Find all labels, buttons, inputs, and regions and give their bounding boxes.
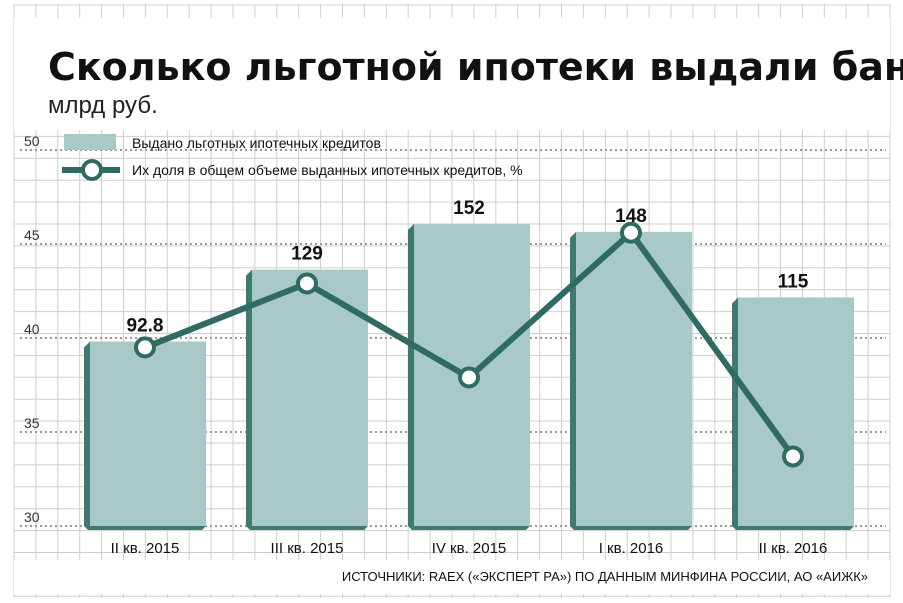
legend-line-marker <box>81 159 103 181</box>
y-tick-label: 30 <box>24 509 40 525</box>
bar-base <box>570 526 692 530</box>
source-note: ИСТОЧНИКИ: RAEX («ЭКСПЕРТ РА») ПО ДАННЫМ… <box>342 569 868 584</box>
y-tick-label: 35 <box>24 415 40 431</box>
legend-bar-swatch <box>64 134 116 150</box>
x-category-label: I кв. 2016 <box>599 540 664 557</box>
share-point <box>620 221 642 244</box>
x-category-label: II кв. 2015 <box>111 540 180 557</box>
bar <box>90 341 206 526</box>
legend-bars-label: Выдано льготных ипотечных кредитов <box>132 135 381 151</box>
bar-value-label: 92.8 <box>127 316 164 337</box>
bar-value-label: 129 <box>291 244 323 265</box>
footer-panel <box>14 560 890 594</box>
y-tick-label: 45 <box>24 227 40 243</box>
bar-value-label: 152 <box>453 198 485 219</box>
y-tick-label: 40 <box>24 321 40 337</box>
bar-side <box>408 223 414 526</box>
bar-side <box>570 231 576 526</box>
share-point <box>458 366 480 389</box>
bar <box>738 297 854 526</box>
legend: Выдано льготных ипотечных кредитов Их до… <box>62 134 523 181</box>
bar-value-label: 148 <box>615 206 647 227</box>
bar-base <box>408 526 530 530</box>
bar-base <box>246 526 368 530</box>
chart-title: Сколько льготной ипотеки выдали банки <box>48 45 903 89</box>
bar <box>252 269 368 526</box>
x-category-label: II кв. 2016 <box>759 540 828 557</box>
share-point <box>134 336 156 359</box>
bar-side <box>246 269 252 526</box>
bar-value-label: 115 <box>778 271 809 292</box>
bar-base <box>732 526 854 530</box>
bar-side <box>84 341 90 526</box>
share-point <box>782 445 804 468</box>
legend-line-label: Их доля в общем объеме выданных ипотечны… <box>132 162 523 178</box>
bar-base <box>84 526 206 530</box>
chart-subtitle: млрд руб. <box>48 92 158 119</box>
share-point <box>296 272 318 295</box>
header-panel <box>14 18 890 130</box>
plot-area: 50 45 40 35 30 92.8 II кв. 2015 129 III кв. 2015… <box>20 133 886 557</box>
bar-side <box>732 297 738 526</box>
bar <box>576 231 692 526</box>
x-category-label: IV кв. 2015 <box>432 540 507 557</box>
x-category-label: III кв. 2015 <box>271 540 344 557</box>
y-tick-label: 50 <box>24 133 40 149</box>
